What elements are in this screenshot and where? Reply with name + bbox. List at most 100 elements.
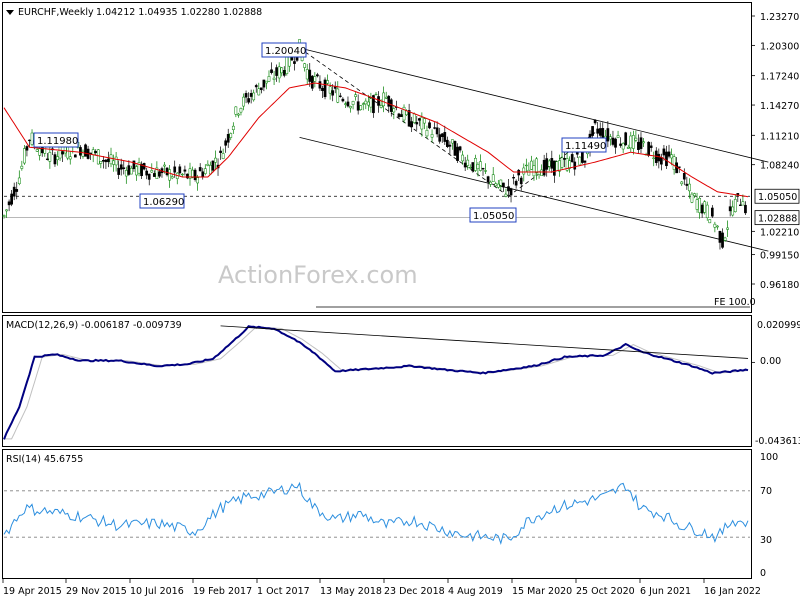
candle-body (433, 127, 436, 129)
candle-body (66, 145, 70, 159)
candle-body (173, 166, 177, 173)
candle-body (229, 133, 233, 138)
candle-body (183, 169, 187, 172)
candle-body (165, 167, 169, 176)
candle-body (389, 99, 393, 112)
candle-body (466, 159, 470, 166)
candle-body (99, 161, 103, 164)
candle-body (392, 108, 396, 113)
candle-body (507, 186, 510, 192)
candle-body (38, 148, 42, 156)
candle-body (688, 183, 691, 192)
candle-body (107, 158, 110, 163)
candle-body (463, 162, 467, 168)
candle-body (130, 167, 133, 175)
candle-body (481, 168, 485, 170)
candle-body (2, 215, 6, 217)
candle-body (744, 204, 747, 214)
candle-body (382, 92, 385, 107)
candle-body (84, 144, 87, 157)
x-tick-label: 10 Jul 2016 (130, 586, 184, 597)
x-axis: 19 Apr 2015 29 Nov 2015 10 Jul 2016 19 Feb … (2, 579, 761, 597)
candle-body (387, 95, 391, 107)
candle-body (285, 56, 289, 74)
candle-body (731, 206, 735, 216)
candle-body (530, 160, 533, 170)
price-axis: 1.23270 1.20300 1.17240 1.14270 1.11210 1.082… (751, 12, 800, 291)
candle-body (361, 103, 365, 105)
candle-body (168, 169, 171, 181)
candle-body (137, 162, 141, 174)
candle-body (563, 158, 566, 160)
candle-body (700, 204, 704, 214)
candle-body (262, 79, 266, 88)
candle-body (7, 201, 11, 206)
candle-body (155, 167, 159, 179)
candle-body (685, 183, 689, 186)
candle-body (369, 98, 373, 108)
candle-body (196, 177, 199, 184)
candle-body (323, 79, 327, 98)
candle-body (415, 122, 419, 125)
candle-body (527, 169, 531, 176)
candle-body (710, 207, 714, 217)
candle-body (540, 169, 543, 177)
candle-body (53, 154, 57, 165)
annotation-label: 1.05050 (473, 211, 514, 222)
candle-body (191, 169, 194, 178)
candle-body (512, 177, 515, 179)
candle-body (568, 160, 571, 169)
price-tick-label: 1.14270 (760, 101, 799, 112)
chart-ohlc: 1.04212 1.04935 1.02280 1.02888 (96, 7, 262, 18)
candle-body (211, 160, 215, 171)
candle-body (417, 118, 421, 121)
candle-body (504, 193, 508, 197)
dropdown-icon[interactable] (6, 10, 14, 15)
candle-body (489, 181, 493, 185)
candle-body (326, 80, 329, 84)
candle-body (550, 158, 554, 169)
price-tag-label: 1.02888 (758, 214, 797, 225)
candle-body (621, 143, 625, 150)
candle-body (117, 167, 121, 175)
candle-body (721, 232, 724, 248)
annotation-box (261, 42, 307, 58)
candle-body (15, 189, 19, 192)
candle-body (639, 137, 643, 149)
candle-body (147, 173, 151, 180)
candle-body (280, 67, 284, 74)
candle-body (331, 90, 335, 96)
candle-body (252, 92, 256, 101)
candle-body (364, 100, 368, 105)
candle-body (5, 209, 8, 212)
candle-body (535, 158, 538, 173)
candle-body (741, 201, 745, 206)
candle-body (616, 135, 620, 138)
candle-body (532, 165, 536, 177)
candle-body (542, 159, 546, 176)
annotation-box (561, 137, 607, 153)
candle-body (565, 158, 569, 171)
candle-body (412, 113, 416, 123)
candle-body (407, 110, 411, 127)
candle-body (193, 169, 197, 180)
candle-body (723, 237, 727, 241)
candle-body (598, 128, 602, 136)
candle-body (716, 225, 719, 228)
candle-body (453, 141, 457, 156)
candle-body (152, 173, 156, 177)
candle-body (570, 154, 574, 163)
candle-body (698, 198, 701, 213)
candle-body (272, 77, 276, 80)
candle-body (359, 105, 363, 110)
candle-body (91, 149, 95, 155)
candle-body (445, 139, 449, 147)
candle-body (593, 119, 597, 124)
candle-body (132, 160, 136, 170)
candle-body (502, 182, 505, 188)
channel-upper (299, 47, 769, 163)
candle-body (496, 183, 500, 188)
candle-body (400, 114, 403, 117)
candle-body (221, 153, 225, 159)
annotation-box (469, 207, 517, 223)
